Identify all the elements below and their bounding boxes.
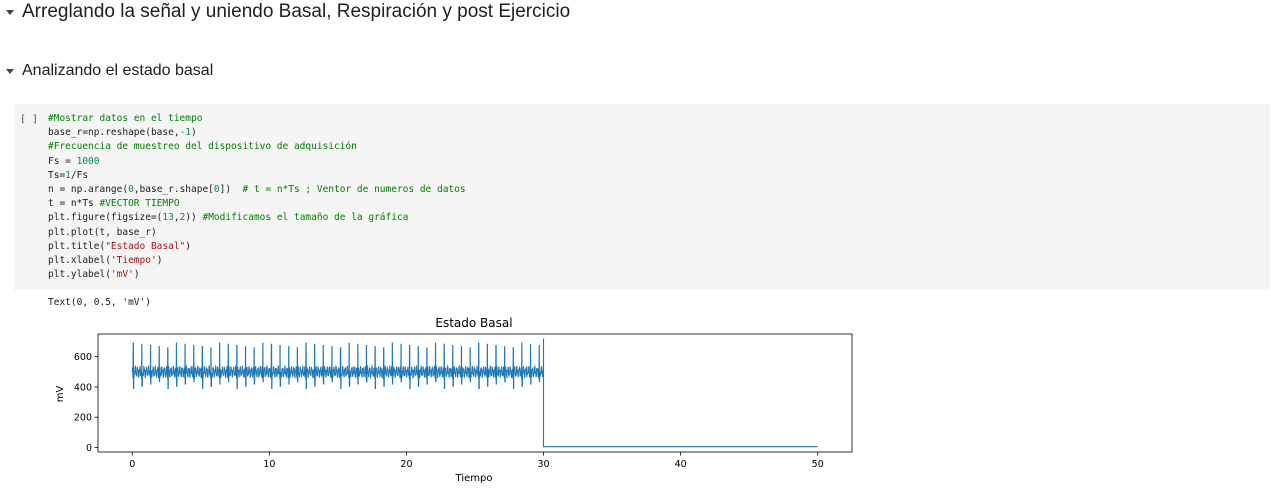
signal-line [131,338,818,448]
code-comment: #VECTOR TIEMPO [99,198,180,210]
code-line[interactable]: plt.xlabel('Tiempo') [48,254,466,268]
code-line[interactable]: plt.ylabel('mV') [48,268,466,282]
code-number: 1000 [76,155,100,167]
code-token: base_r=np.reshape(base, [48,127,180,139]
code-token: ) [185,240,192,252]
code-line[interactable]: #Frecuencia de muestreo del dispositivo … [48,140,466,154]
code-token: )) [185,212,203,224]
y-tick-label: 200 [74,413,92,424]
section-header-arreglando[interactable]: Arreglando la señal y uniendo Basal, Res… [6,0,570,24]
code-line[interactable]: Fs = 1000 [48,155,466,169]
x-tick-label: 30 [537,459,549,470]
y-tick-label: 0 [86,443,92,454]
code-line[interactable]: n = np.arange(0,base_r.shape[0]) # t = n… [48,183,466,197]
code-string: 'Tiempo' [110,254,157,266]
code-token: plt.ylabel( [48,269,111,281]
code-line[interactable]: #Mostrar datos en el tiempo [48,112,466,126]
run-cell-button[interactable]: [ ] [20,114,39,125]
collapse-caret-icon[interactable] [6,9,14,15]
code-token: ,base_r.shape[ [133,183,214,195]
code-string: "Estado Basal" [105,240,186,252]
code-token: Ts= [48,169,66,181]
code-number: 0 [213,183,220,195]
code-token: Fs = [48,155,77,167]
x-tick-label: 40 [675,459,687,470]
section-title: Analizando el estado basal [22,62,214,79]
y-tick-label: 400 [74,382,92,393]
code-number: -1 [179,127,192,139]
code-cell[interactable] [14,104,1270,290]
code-number: 0 [128,183,134,195]
x-tick-label: 50 [812,459,824,470]
x-tick-label: 20 [400,459,412,470]
code-comment: #Modificamos el tamaño de la gráfica [202,212,409,224]
code-number: 13 [162,212,174,224]
code-token: plt.plot(t, base_r) [48,226,157,238]
y-tick-label: 600 [74,352,92,363]
code-token: ) [191,127,197,139]
code-token: plt.title( [48,240,106,252]
code-token: /Fs [70,169,89,181]
code-editor[interactable]: #Mostrar datos en el tiempo base_r=np.res… [48,112,466,282]
section-header-estado-basal[interactable]: Analizando el estado basal [6,60,213,82]
cell-output-text: Text(0, 0.5, 'mV') [48,297,151,308]
chart-title: Estado Basal [435,316,512,330]
code-comment: #Mostrar datos en el tiempo [48,113,203,124]
code-comment: # t = n*Ts ; Ventor de numeros de datos [242,183,466,195]
code-number: 2 [179,212,186,224]
code-line[interactable]: Ts=1/Fs [48,169,466,183]
code-number: 1 [65,169,71,181]
code-token: plt.figure(figsize=( [48,212,163,224]
code-token: ]) [219,183,243,195]
code-token: t = n*Ts [48,198,100,210]
code-token: n = np.arange( [48,183,129,195]
code-line[interactable]: base_r=np.reshape(base,-1) [48,126,466,140]
x-tick-label: 0 [129,459,135,470]
code-token: ) [133,269,140,281]
code-line[interactable]: plt.title("Estado Basal") [48,240,466,254]
y-axis-label: mV [55,386,66,403]
x-tick-label: 10 [263,459,275,470]
section-title: Arreglando la señal y uniendo Basal, Res… [22,1,571,22]
code-token: plt.xlabel( [48,254,111,266]
estado-basal-chart: Estado Basal 0 10 20 30 40 50 0 200 400 600 Tiemp… [55,316,853,484]
code-string: 'mV' [110,269,134,281]
code-token: ) [156,254,163,266]
code-line[interactable]: plt.figure(figsize=(13,2)) #Modificamos … [48,211,466,225]
x-axis-label: Tiempo [455,473,493,484]
plot-frame [97,333,853,453]
code-token: , [173,212,180,224]
collapse-caret-icon[interactable] [6,68,14,74]
code-line[interactable]: plt.plot(t, base_r) [48,226,466,240]
code-line[interactable]: t = n*Ts #VECTOR TIEMPO [48,197,466,211]
code-comment: #Frecuencia de muestreo del dispositivo … [48,141,357,153]
